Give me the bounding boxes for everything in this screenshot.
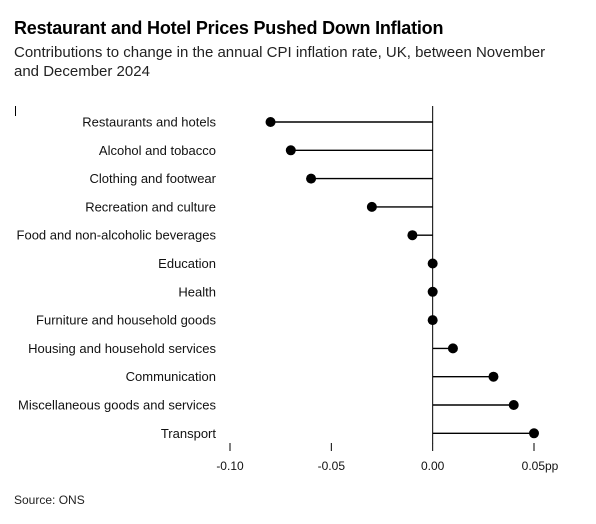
x-tick-label: 0.00 xyxy=(421,459,445,473)
x-tick-label: -0.05 xyxy=(318,459,346,473)
category-label: Transport xyxy=(161,426,217,441)
category-label: Alcohol and tobacco xyxy=(99,143,216,158)
data-point xyxy=(427,286,438,297)
data-point xyxy=(447,343,458,354)
category-label: Health xyxy=(178,284,216,299)
data-point xyxy=(366,201,377,212)
chart-subtitle: Contributions to change in the annual CP… xyxy=(14,44,546,80)
category-label: Recreation and culture xyxy=(85,199,216,214)
data-point xyxy=(488,371,499,382)
source-note: Source: ONS xyxy=(14,493,85,507)
data-point xyxy=(427,258,438,269)
data-point xyxy=(265,117,276,127)
category-label: Miscellaneous goods and services xyxy=(18,398,216,413)
x-tick-label: 0.05pp xyxy=(522,459,559,473)
chart-rows: Restaurants and hotels Alcohol and tobacc… xyxy=(17,106,539,444)
category-label: Housing and household services xyxy=(28,341,216,356)
chart-title: Restaurant and Hotel Prices Pushed Down … xyxy=(14,18,444,38)
category-label: Clothing and footwear xyxy=(90,171,217,186)
category-label: Education xyxy=(158,256,216,271)
data-point xyxy=(306,173,317,184)
data-point xyxy=(427,315,438,326)
data-point xyxy=(508,400,519,410)
category-label: Communication xyxy=(126,369,216,384)
x-tick-label: -0.10 xyxy=(216,459,244,473)
data-point xyxy=(529,428,539,439)
data-point xyxy=(285,145,296,156)
category-label: Food and non-alcoholic beverages xyxy=(17,228,217,243)
data-point xyxy=(407,230,418,241)
category-label: Restaurants and hotels xyxy=(82,115,216,130)
x-axis-ticks: -0.10 -0.05 0.00 0.05pp xyxy=(216,443,559,473)
category-label: Furniture and household goods xyxy=(36,313,216,328)
